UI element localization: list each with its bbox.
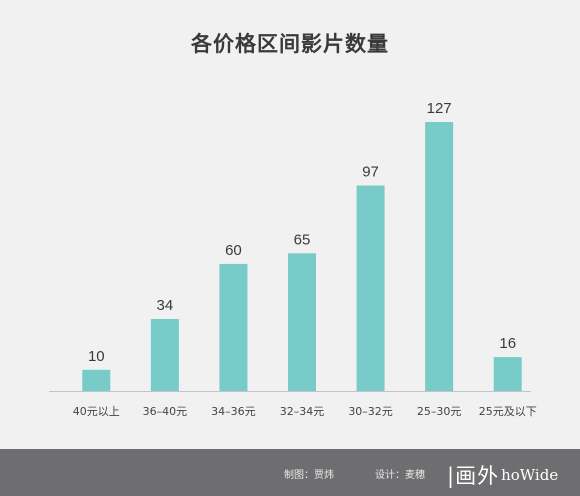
design-credit: 设计：麦穗 [375, 470, 425, 481]
bar-3 [288, 253, 316, 391]
value-label-5: 127 [427, 100, 452, 117]
bar-2 [219, 263, 248, 391]
category-label-4: 30–32元 [348, 405, 393, 418]
logo-chinese: |画外 [447, 464, 500, 488]
bar-6 [493, 357, 522, 391]
logo-english: hoWide [501, 466, 559, 484]
chart-credit: 制图：贾炜 [284, 470, 334, 481]
howide-logo: |画外 hoWide [447, 460, 558, 490]
value-label-2: 60 [225, 242, 242, 259]
chart-title: 各价格区间影片数量 [191, 32, 389, 56]
footer-bar: 制图：贾炜 设计：麦穗 |画外 hoWide [0, 449, 580, 496]
category-label-6: 25元及以下 [479, 405, 537, 418]
category-label-2: 34–36元 [211, 405, 256, 418]
bar-1 [150, 318, 179, 391]
bar-5 [425, 122, 454, 391]
bar-chart: 10 40元以上 34 36–40元 60 34–36元 65 32–34元 97 30–32元 1… [49, 100, 537, 418]
category-label-0: 40元以上 [73, 405, 120, 418]
value-label-4: 97 [362, 164, 379, 181]
value-label-0: 10 [88, 348, 105, 365]
category-label-5: 25–30元 [417, 405, 462, 418]
bar-0 [82, 369, 111, 391]
value-label-1: 34 [157, 297, 174, 314]
category-label-3: 32–34元 [280, 405, 325, 418]
value-label-6: 16 [499, 335, 516, 352]
value-label-3: 65 [294, 231, 311, 248]
bar-4 [356, 185, 385, 391]
category-label-1: 36–40元 [143, 405, 188, 418]
